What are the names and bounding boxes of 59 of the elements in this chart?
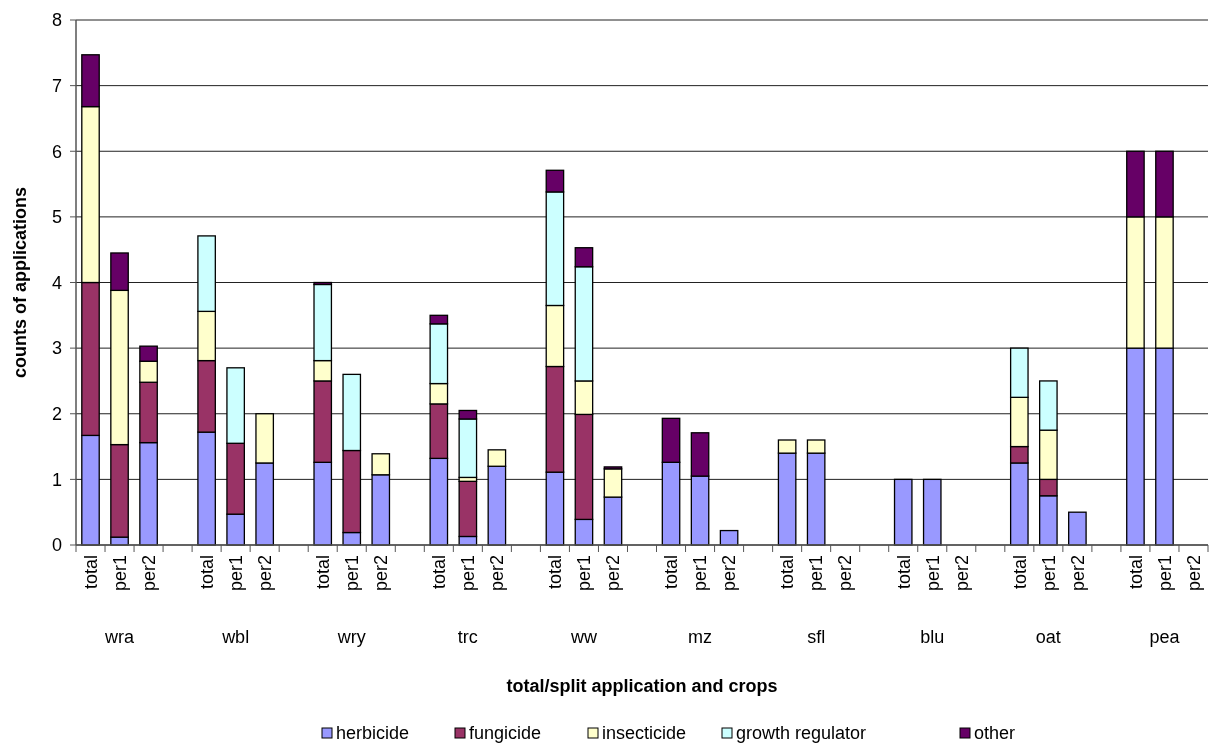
text: ww xyxy=(569,627,598,647)
legend-label: fungicide xyxy=(469,723,542,744)
x-tick-label: per1 xyxy=(690,555,711,592)
legend-label: other xyxy=(974,723,1016,744)
x-tick-label: per2 xyxy=(719,555,740,592)
x-tick-label: total xyxy=(313,555,334,590)
text: sfl xyxy=(807,627,826,647)
x-tick-label: per2 xyxy=(1183,555,1204,592)
x-tick-label: per1 xyxy=(806,555,827,592)
x-tick-label: per1 xyxy=(1038,555,1059,592)
y-tick-label: 7 xyxy=(51,75,62,96)
x-tick-label: per2 xyxy=(951,555,972,592)
text: wry xyxy=(336,627,366,647)
x-tick-label: total xyxy=(1125,555,1146,590)
x-tick-label: per1 xyxy=(574,555,595,592)
x-axis-title: total/split application and crops xyxy=(506,676,778,696)
text: wra xyxy=(104,627,136,647)
x-tick-label: per2 xyxy=(371,555,392,592)
x-tick-label: total xyxy=(1009,555,1030,590)
y-tick-label: 8 xyxy=(51,10,62,31)
x-tick-label: total xyxy=(429,555,450,590)
legend-label: growth regulator xyxy=(736,723,867,744)
x-tick-label: total xyxy=(661,555,682,590)
y-tick-label: 1 xyxy=(51,469,62,490)
y-tick-label: 3 xyxy=(51,338,62,359)
y-tick-label: 0 xyxy=(51,535,62,556)
y-tick-label: 6 xyxy=(51,141,62,162)
y-tick-label: 4 xyxy=(51,272,62,293)
x-tick-label: total xyxy=(545,555,566,590)
x-tick-label: per1 xyxy=(458,555,479,592)
x-tick-label: per2 xyxy=(835,555,856,592)
text: wbl xyxy=(221,627,250,647)
x-tick-label: per2 xyxy=(138,555,159,592)
x-tick-label: per2 xyxy=(1067,555,1088,592)
legend-label: herbicide xyxy=(336,723,410,744)
y-tick-label: 5 xyxy=(51,207,62,228)
x-tick-label: total xyxy=(777,555,798,590)
x-tick-label: per2 xyxy=(254,555,275,592)
x-tick-label: total xyxy=(80,555,101,590)
x-tick-label: per1 xyxy=(342,555,363,592)
y-axis-title: counts of applications xyxy=(10,186,30,379)
x-tick-label: per1 xyxy=(1154,555,1175,592)
text: oat xyxy=(1035,627,1061,647)
x-tick-label: per2 xyxy=(487,555,508,592)
x-tick-label: per1 xyxy=(922,555,943,592)
text: mz xyxy=(688,627,713,647)
text: blu xyxy=(920,627,945,647)
bar xyxy=(1068,511,1087,546)
bar xyxy=(893,478,913,546)
y-tick-label: 2 xyxy=(51,404,62,425)
legend-label: insecticide xyxy=(602,723,687,744)
x-tick-label: total xyxy=(196,555,217,590)
x-tick-label: total xyxy=(893,555,914,590)
x-tick-label: per2 xyxy=(603,555,624,592)
x-tick-label: per1 xyxy=(225,555,246,592)
x-tick-label: per1 xyxy=(109,555,130,592)
text: pea xyxy=(1149,627,1181,647)
bar xyxy=(922,478,942,546)
text: trc xyxy=(457,627,478,647)
